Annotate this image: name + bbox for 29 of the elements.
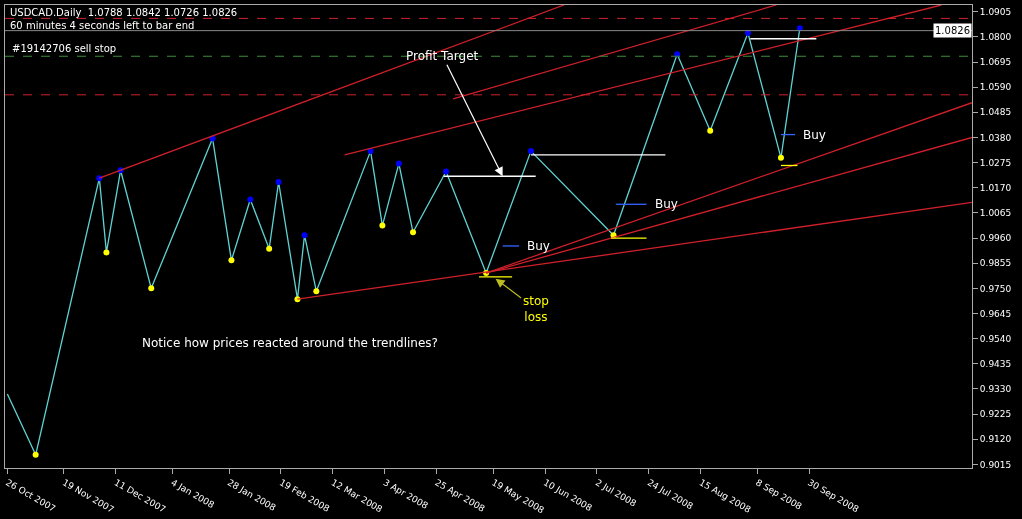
y-tick-label: 0.9120 bbox=[979, 434, 1012, 445]
annotation: Profit Target bbox=[406, 49, 479, 63]
y-tick-label: 0.9330 bbox=[979, 384, 1012, 395]
annotation: Buy bbox=[527, 239, 550, 253]
chart-title: USDCAD.Daily 1.0788 1.0842 1.0726 1.0826 bbox=[10, 7, 238, 18]
y-tick-label: 0.9225 bbox=[979, 409, 1012, 420]
y-tick-label: 0.9960 bbox=[979, 233, 1012, 244]
y-tick-label: 1.0275 bbox=[979, 157, 1012, 168]
y-tick-label: 0.9855 bbox=[979, 258, 1012, 269]
y-tick-label: 0.9015 bbox=[979, 459, 1012, 470]
text: 60 minutes 4 seconds left to bar end bbox=[10, 20, 195, 31]
y-tick-label: 1.0590 bbox=[979, 82, 1012, 93]
y-tick-label: 0.9750 bbox=[979, 283, 1012, 294]
y-tick-label: 1.0905 bbox=[979, 6, 1012, 17]
y-tick-label: 1.0065 bbox=[979, 208, 1012, 219]
annotation: Buy bbox=[803, 128, 826, 142]
y-tick-label: 0.9645 bbox=[979, 308, 1012, 319]
y-tick-label: 1.0695 bbox=[979, 57, 1012, 68]
y-tick-label: 0.9435 bbox=[979, 358, 1012, 369]
y-tick-label: 0.9540 bbox=[979, 333, 1012, 344]
y-tick-label: 1.0380 bbox=[979, 132, 1012, 143]
y-tick-label: 1.0170 bbox=[979, 182, 1012, 193]
annotation: Notice how prices reacted around the trendlines? bbox=[142, 336, 438, 350]
y-tick-label: 1.0800 bbox=[979, 32, 1012, 43]
y-tick-label: 1.0485 bbox=[979, 107, 1012, 118]
annotation: stop loss bbox=[523, 294, 549, 324]
annotation: Buy bbox=[655, 197, 678, 211]
ref-line-label: #19142706 sell stop bbox=[12, 43, 117, 54]
ref-line-label: 1.0826 bbox=[935, 25, 970, 36]
